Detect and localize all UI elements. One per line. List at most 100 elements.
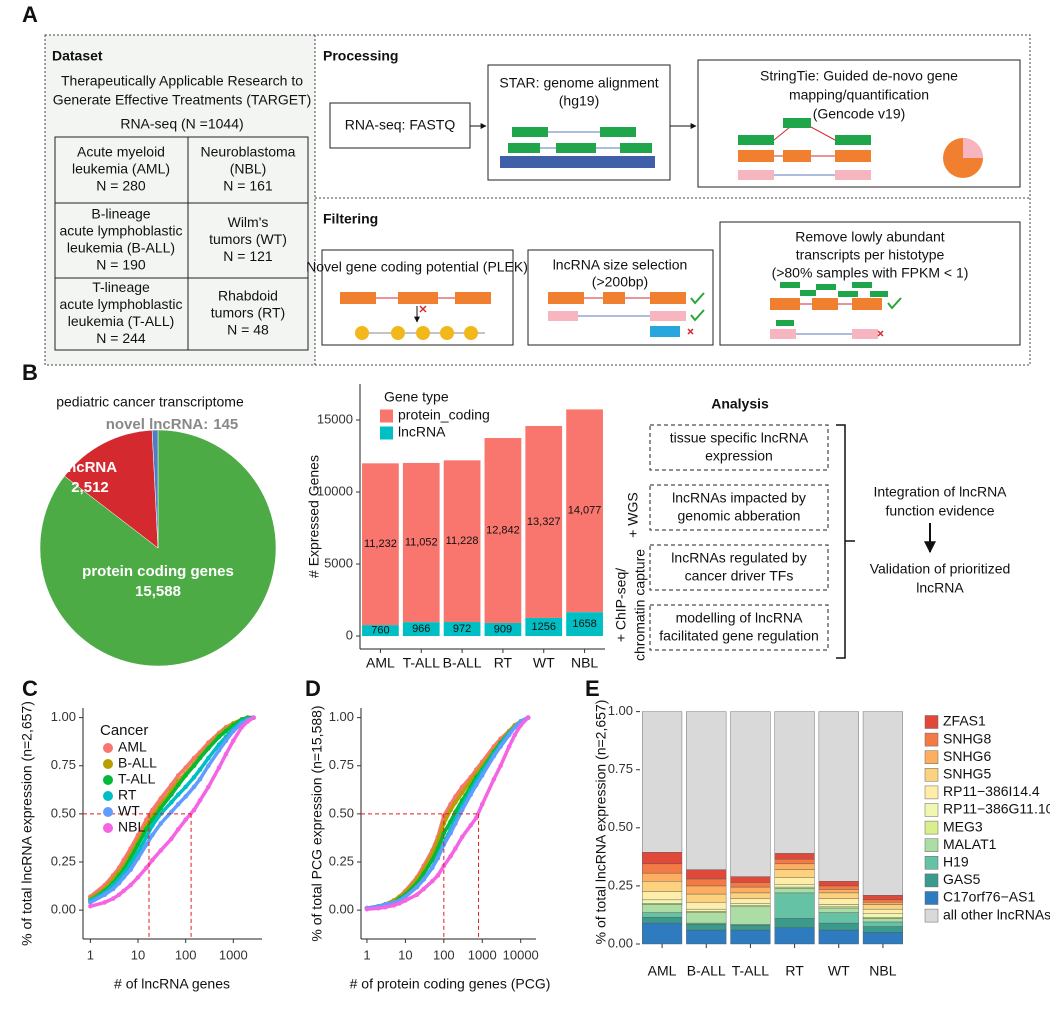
series-point — [421, 871, 427, 876]
y-tick-label: 0.00 — [329, 902, 354, 917]
series-point — [223, 751, 229, 757]
cohort-cell: N = 244 — [96, 330, 146, 346]
x-tick-label: AML — [366, 655, 395, 671]
cohort-cell: (NBL) — [230, 161, 267, 177]
series-line — [366, 716, 529, 910]
series-point — [197, 776, 203, 782]
series-point — [459, 790, 465, 795]
series-point — [414, 884, 420, 890]
series-point — [479, 801, 485, 807]
y-tick-label: 0.00 — [51, 902, 76, 917]
bar-segment — [862, 913, 903, 918]
section-title: Dataset — [52, 48, 103, 64]
analysis-item: expression — [705, 448, 773, 464]
step-label: RNA-seq: FASTQ — [345, 117, 456, 133]
bar-segment — [642, 852, 683, 865]
y-tick-label: 0.25 — [329, 853, 354, 868]
analysis-item: modelling of lncRNA — [676, 610, 803, 626]
legend-label: RT — [118, 787, 137, 803]
series-point — [158, 796, 164, 801]
step-label: (hg19) — [559, 93, 599, 109]
panel-label: C — [22, 676, 38, 701]
series-point — [175, 773, 181, 778]
series-point — [512, 732, 518, 738]
legend-label: all other lncRNAs — [943, 906, 1050, 922]
bar-segment — [566, 612, 603, 637]
series-point — [158, 821, 164, 826]
slice-value: 15,588 — [135, 583, 181, 600]
bar-segment — [818, 885, 859, 890]
bar-segment — [686, 924, 727, 931]
bar-segment — [443, 622, 481, 637]
series-point — [191, 763, 197, 769]
series-point — [150, 817, 155, 822]
bar-segment — [774, 711, 815, 854]
series-point — [102, 900, 108, 905]
data-label: 909 — [494, 623, 512, 635]
panel-label: A — [22, 2, 38, 27]
series-point — [88, 903, 93, 909]
data-label: 972 — [453, 623, 471, 635]
series-point — [468, 792, 473, 797]
legend-label: C17orf76−AS1 — [943, 889, 1035, 905]
bar-segment — [862, 926, 903, 933]
series-point — [448, 819, 453, 824]
bar-segment — [862, 918, 903, 923]
series-point — [183, 794, 188, 799]
cohort-cell: N = 161 — [223, 178, 273, 194]
series-point — [216, 748, 222, 753]
chart-title: pediatric cancer transcriptome — [56, 394, 244, 410]
series-point — [403, 894, 408, 899]
legend-label: lncRNA — [398, 424, 446, 440]
bar-segment — [862, 904, 903, 910]
bar-segment — [730, 925, 771, 931]
series-point — [459, 784, 465, 790]
series-point — [169, 809, 174, 815]
series-point — [518, 723, 524, 728]
legend-label: WT — [118, 803, 140, 819]
bar-segment — [818, 889, 859, 894]
cohort-cell: Acute myeloid — [77, 144, 165, 160]
x-axis-label: # of lncRNA genes — [114, 976, 230, 992]
data-label: 11,052 — [405, 536, 438, 548]
y-tick-label: 5000 — [324, 555, 353, 570]
pie-slice — [151, 429, 159, 549]
series-point — [459, 807, 465, 813]
dataset-source: Generate Effective Treatments (TARGET) — [53, 92, 312, 108]
outcome: Integration of lncRNA — [873, 484, 1007, 500]
series-point — [175, 792, 181, 797]
y-tick-label: 0.50 — [51, 805, 76, 820]
series-point — [403, 898, 408, 903]
bar-segment — [730, 892, 771, 899]
series-point — [506, 732, 512, 738]
bar-segment — [642, 922, 683, 945]
step-label: StringTie: Guided de-novo gene — [760, 68, 958, 84]
y-axis-label: % of total PCG expression (n=15,588) — [309, 705, 325, 941]
legend-label: H19 — [943, 854, 969, 870]
x-tick-label: T-ALL — [732, 963, 770, 979]
size-icon — [548, 292, 705, 337]
dataset-table — [54, 136, 309, 351]
series-point — [183, 817, 188, 822]
series-point — [421, 877, 427, 882]
legend-swatch — [924, 768, 939, 782]
legend-label: SNHG5 — [943, 766, 991, 782]
legend-swatch — [924, 785, 939, 800]
bar-segment — [686, 885, 727, 895]
series-point — [239, 724, 245, 730]
series-point — [191, 784, 197, 790]
bar-segment — [402, 622, 440, 637]
series-point — [448, 807, 453, 813]
bar-segment — [642, 899, 683, 904]
series-point — [175, 782, 181, 788]
series-point — [144, 834, 149, 840]
legend-swatch — [924, 732, 939, 747]
legend-label: protein_coding — [398, 407, 490, 423]
series-point — [459, 834, 465, 840]
series-point — [206, 763, 211, 769]
x-tick-label: RT — [785, 963, 804, 979]
bar-segment — [730, 876, 771, 883]
legend-swatch — [924, 838, 939, 852]
series-point — [158, 805, 164, 811]
y-tick-label: 0.25 — [51, 853, 76, 868]
